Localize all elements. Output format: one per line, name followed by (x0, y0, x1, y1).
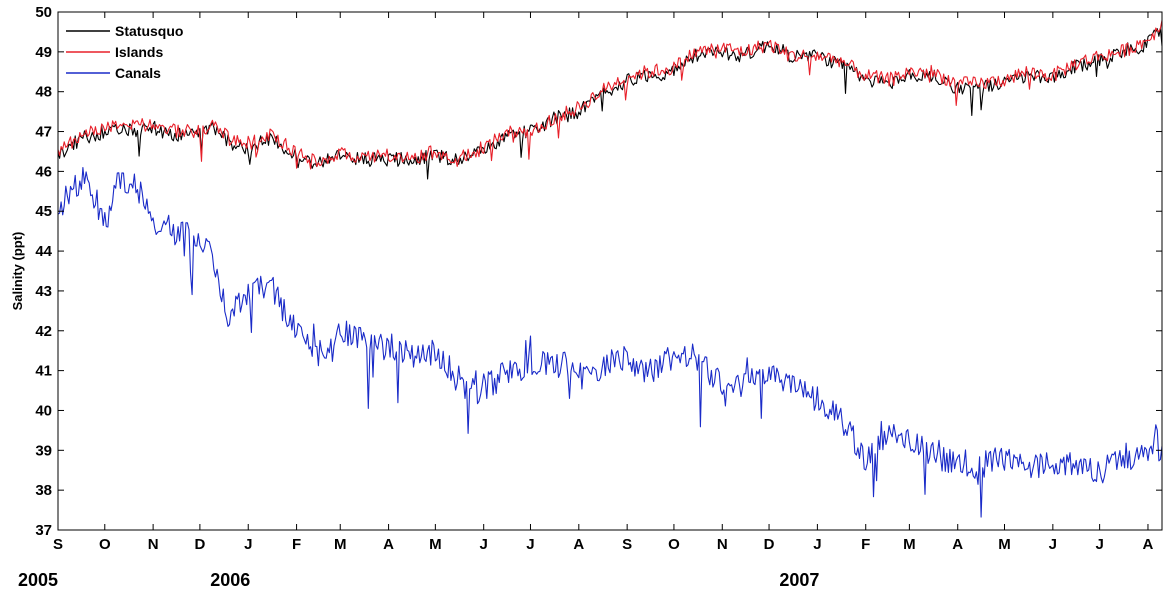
x-tick-label: A (383, 536, 394, 553)
series-line-islands (57, 20, 1163, 170)
x-tick-label: O (668, 536, 680, 553)
x-tick-label: D (764, 536, 775, 553)
y-tick-label: 45 (35, 203, 52, 220)
legend: Statusquo Islands Canals (66, 23, 183, 81)
x-tick-label: J (1095, 536, 1103, 553)
y-axis: 37 38 39 40 41 42 43 44 45 46 47 48 49 50 (35, 4, 1162, 539)
series-line-statusquo (57, 27, 1163, 180)
y-tick-label: 46 (35, 163, 52, 180)
y-tick-label: 40 (35, 402, 52, 419)
x-tick-label: F (292, 536, 301, 553)
y-tick-label: 38 (35, 482, 52, 499)
x-tick-label: A (952, 536, 963, 553)
legend-label: Statusquo (115, 23, 183, 39)
x-tick-label: J (526, 536, 534, 553)
x-tick-label: S (53, 536, 63, 553)
x-tick-label: A (1143, 536, 1154, 553)
plot-frame (57, 11, 1163, 531)
x-tick-label: J (244, 536, 252, 553)
x-tick-label: M (429, 536, 442, 553)
y-tick-label: 44 (35, 243, 52, 260)
y-tick-label: 42 (35, 323, 52, 340)
x-tick-label: A (573, 536, 584, 553)
series-lines (57, 20, 1163, 518)
y-tick-label: 47 (35, 124, 52, 141)
x-tick-label: F (861, 536, 870, 553)
x-tick-label: S (622, 536, 632, 553)
x-tick-label: J (813, 536, 821, 553)
x-tick-label: O (99, 536, 111, 553)
x-tick-label: J (480, 536, 488, 553)
y-tick-label: 37 (35, 522, 52, 539)
year-label: 2006 (210, 570, 250, 590)
y-tick-label: 41 (35, 363, 52, 380)
x-tick-label: J (1049, 536, 1057, 553)
year-label: 2005 (18, 570, 58, 590)
y-tick-label: 49 (35, 44, 52, 61)
x-tick-label: M (998, 536, 1011, 553)
year-label: 2007 (779, 570, 819, 590)
x-tick-label: N (148, 536, 159, 553)
legend-label: Islands (115, 44, 163, 60)
legend-label: Canals (115, 65, 161, 81)
series-line-canals (57, 167, 1163, 518)
y-axis-label: Salinity (ppt) (10, 232, 25, 311)
year-labels: 2005 2006 2007 (18, 570, 819, 590)
x-tick-label: M (334, 536, 347, 553)
y-tick-label: 50 (35, 4, 52, 21)
x-tick-label: N (717, 536, 728, 553)
y-tick-label: 39 (35, 442, 52, 459)
x-tick-label: D (194, 536, 205, 553)
y-tick-label: 48 (35, 84, 52, 101)
y-tick-label: 43 (35, 283, 52, 300)
x-tick-label: M (903, 536, 916, 553)
